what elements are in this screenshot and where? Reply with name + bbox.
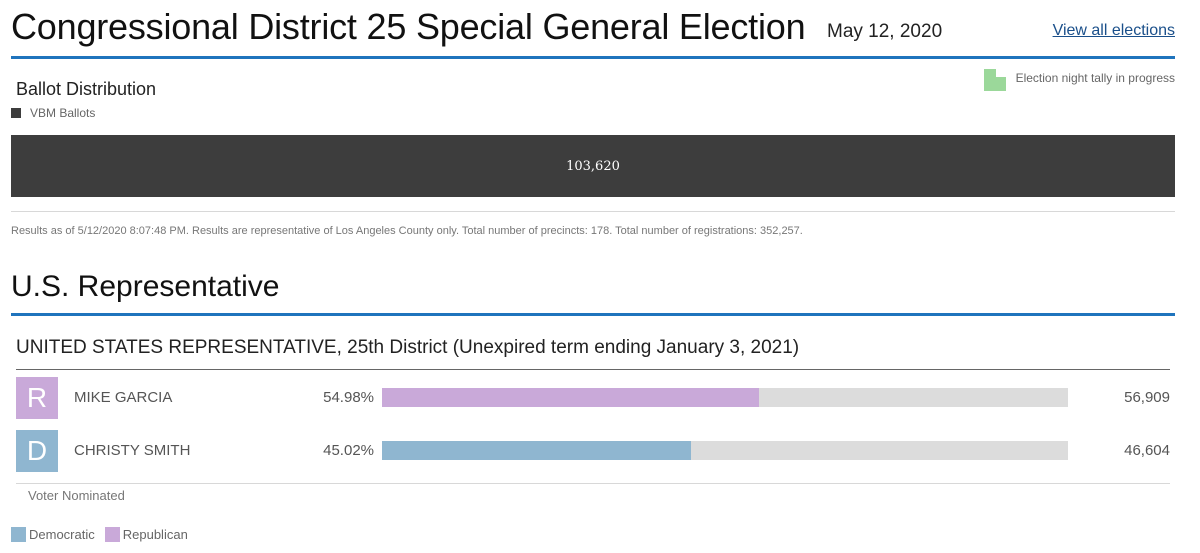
tally-legend-label: Election night tally in progress (1015, 71, 1175, 85)
election-date: May 12, 2020 (827, 21, 943, 42)
vbm-legend-swatch (11, 108, 21, 118)
page-header: Congressional District 25 Special Genera… (11, 0, 1175, 59)
section-divider (11, 313, 1175, 316)
results-note: Results as of 5/12/2020 8:07:48 PM. Resu… (11, 225, 803, 237)
candidate-bar-track (382, 388, 1068, 407)
contest-title: UNITED STATES REPRESENTATIVE, 25th Distr… (16, 337, 800, 358)
party-badge-democratic: D (16, 430, 58, 472)
vbm-ballots-count: 103,620 (566, 158, 620, 174)
candidate-votes: 56,909 (1124, 389, 1170, 406)
page-title: Congressional District 25 Special Genera… (11, 6, 806, 47)
vbm-legend: VBM Ballots (11, 106, 95, 120)
legend-label: Republican (122, 527, 188, 542)
view-all-elections-link[interactable]: View all elections (1052, 22, 1175, 39)
candidate-bar-fill (382, 441, 691, 460)
candidate-name: CHRISTY SMITH (74, 442, 191, 459)
legend-item-republican: Republican (104, 527, 188, 542)
vbm-ballots-bar-fill: 103,620 (11, 135, 1175, 197)
ballot-distribution-title: Ballot Distribution (16, 79, 157, 99)
candidate-votes: 46,604 (1124, 442, 1170, 459)
candidate-percent: 45.02% (323, 442, 374, 459)
voter-nominated-note: Voter Nominated (28, 488, 125, 503)
candidate-row: R MIKE GARCIA 54.98% 56,909 (16, 377, 1170, 421)
candidate-bar-track (382, 441, 1068, 460)
contest-divider (16, 369, 1170, 370)
legend-item-democratic: Democratic (11, 527, 95, 542)
candidate-row: D CHRISTY SMITH 45.02% 46,604 (16, 430, 1170, 474)
ballot-distribution-bar: 103,620 (11, 135, 1175, 197)
party-legend: Democratic Republican (11, 527, 198, 542)
candidate-percent: 54.98% (323, 389, 374, 406)
legend-label: Democratic (29, 527, 95, 542)
party-badge-republican: R (16, 377, 58, 419)
republican-swatch (104, 527, 120, 542)
section-title: U.S. Representative (11, 270, 280, 303)
contest-bottom-divider (16, 483, 1170, 484)
candidate-bar-fill (382, 388, 760, 407)
vbm-legend-label: VBM Ballots (30, 106, 96, 120)
tally-legend: Election night tally in progress (983, 69, 1175, 91)
divider (11, 211, 1175, 212)
candidate-name: MIKE GARCIA (74, 389, 173, 406)
tally-in-progress-icon (983, 69, 1006, 91)
democratic-swatch (11, 527, 26, 542)
